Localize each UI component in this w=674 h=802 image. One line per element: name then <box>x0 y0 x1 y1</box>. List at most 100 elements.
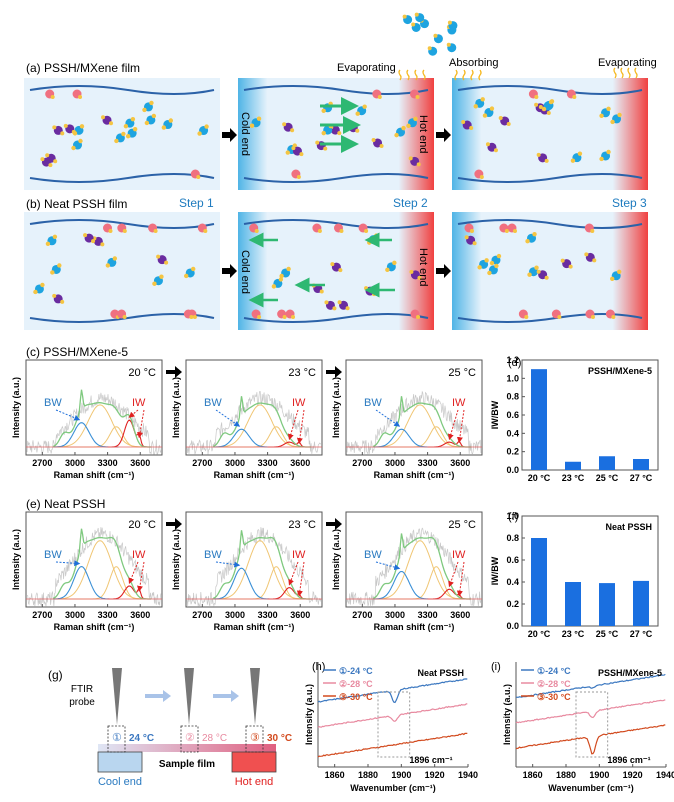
x-tick-label: 1920 <box>623 770 643 780</box>
hydrogen-icon <box>496 253 502 259</box>
hydrogen-icon <box>159 274 164 279</box>
absorption-icon <box>462 69 466 81</box>
polymer-chain-bottom <box>29 173 215 183</box>
iw-component-line <box>107 585 151 600</box>
hydrogen-icon <box>584 252 589 257</box>
hydrogen-icon <box>473 104 478 109</box>
hydrogen-icon <box>606 106 611 111</box>
x-tick-label: 25 °C <box>596 473 619 483</box>
x-tick-label: 3300 <box>258 458 278 468</box>
hydrogen-icon <box>355 128 360 133</box>
iw-arrow-icon <box>288 561 299 586</box>
temperature-label: 25 °C <box>448 519 476 531</box>
hydrogen-icon <box>256 116 262 121</box>
hydrogen-icon <box>100 242 105 247</box>
hydrogen-icon <box>544 158 549 163</box>
y-tick-label: 0.2 <box>506 447 519 457</box>
x-tick-label: 3000 <box>225 610 245 620</box>
y-tick-label: 0.2 <box>506 599 519 609</box>
hydrogen-icon <box>524 315 529 319</box>
hydrogen-icon <box>427 46 432 51</box>
hydrogen-icon <box>78 95 83 99</box>
iw-arrow-icon <box>296 561 305 597</box>
hydrogen-icon <box>40 157 45 162</box>
hydrogen-icon <box>323 146 328 151</box>
x-tick-label: 2700 <box>192 458 212 468</box>
hydrogen-icon <box>433 33 438 38</box>
x-tick-label: 3000 <box>385 458 405 468</box>
hydrogen-icon <box>512 229 517 233</box>
polymer-chain-top <box>29 85 215 95</box>
sample-film-label: Sample film <box>159 759 215 770</box>
hydrogen-icon <box>330 262 335 267</box>
hydrogen-icon <box>464 235 469 240</box>
ftir-probe-label-2: probe <box>69 697 95 708</box>
legend-label: ①-24 °C <box>339 666 373 676</box>
film-background <box>452 212 648 330</box>
hydrogen-icon <box>469 126 474 131</box>
evaporation-icon <box>634 67 638 79</box>
x-tick-label: 3300 <box>98 610 118 620</box>
y-axis-label: Intensity (a.u.) <box>331 377 341 438</box>
hydrogen-icon <box>548 99 554 105</box>
polymer-chain-bottom <box>243 313 429 323</box>
x-axis-label: Wavenumber (cm⁻¹) <box>548 783 633 793</box>
hydrogen-icon <box>109 121 114 126</box>
hydrogen-icon <box>606 149 611 155</box>
temperature-label: 25 °C <box>448 367 476 379</box>
hydrogen-icon <box>401 125 406 131</box>
highlight-box <box>575 691 609 758</box>
cool-end-label: Cool end <box>98 776 142 788</box>
legend-label: ②-28 °C <box>339 679 373 689</box>
panel-c-label: (c) PSSH/MXene-5 <box>26 345 128 359</box>
evaporating-label-2: Evaporating <box>598 57 657 69</box>
x-tick-label: 27 °C <box>630 473 653 483</box>
hydrogen-icon <box>60 299 65 304</box>
iw-arrow-icon <box>137 561 145 592</box>
film-background <box>452 78 648 190</box>
hydrogen-icon <box>546 111 551 116</box>
x-axis-label: Raman shift (cm⁻¹) <box>54 622 135 632</box>
hydrogen-icon <box>53 159 58 164</box>
temperature-label: 23 °C <box>288 519 316 531</box>
hydrogen-icon <box>367 240 372 245</box>
absorption-icon <box>470 69 474 81</box>
move-arrow-1-icon <box>145 690 171 702</box>
evaporation-icon <box>613 67 617 79</box>
hydrogen-icon <box>279 273 284 279</box>
hydrogen-icon <box>494 263 499 269</box>
y-tick-label: 0.8 <box>506 533 519 543</box>
ftir-chart-h: ①-24 °C ②-28 °C ③-30 °C 1896 cm⁻¹ Neat PSSH 1… <box>304 662 478 793</box>
hydrogen-icon <box>130 116 136 122</box>
hydrogen-icon <box>122 229 127 233</box>
hydrogen-icon <box>541 106 547 112</box>
plot-frame <box>185 359 323 456</box>
x-tick-label: 1880 <box>358 770 378 780</box>
spot-2-temp: 28 °C <box>202 733 227 744</box>
plot-frame <box>25 359 163 456</box>
probe-3-icon <box>250 668 260 725</box>
x-tick-label: 23 °C <box>562 473 585 483</box>
bw-arrow-icon <box>55 409 81 421</box>
y-tick-label: 0.6 <box>506 410 519 420</box>
hydrogen-icon <box>315 140 320 145</box>
x-axis-label: Raman shift (cm⁻¹) <box>214 470 295 480</box>
next-temperature-arrow-icon <box>326 518 342 530</box>
iw-arrow-icon <box>447 409 459 441</box>
hydrogen-icon <box>599 113 604 118</box>
iw-arrow-icon <box>128 561 139 584</box>
hydrogen-icon <box>447 20 452 25</box>
temperature-label: 23 °C <box>288 367 316 379</box>
hydrogen-icon <box>355 111 360 116</box>
hydrogen-icon <box>52 234 58 239</box>
hydrogen-icon <box>374 233 379 238</box>
raman-panel-c-3: 25 °C BW IW 2700 3000 3300 3600 Raman shift (cm… <box>331 359 483 480</box>
bw-arrow-icon <box>55 560 81 567</box>
spot-3-temp: 30 °C <box>267 733 292 744</box>
hydrogen-icon <box>385 267 390 273</box>
hydrogen-icon <box>125 133 131 139</box>
hydrogen-icon <box>50 95 55 99</box>
panel-h-label: (h) <box>312 661 325 673</box>
hydrogen-icon <box>536 152 541 157</box>
